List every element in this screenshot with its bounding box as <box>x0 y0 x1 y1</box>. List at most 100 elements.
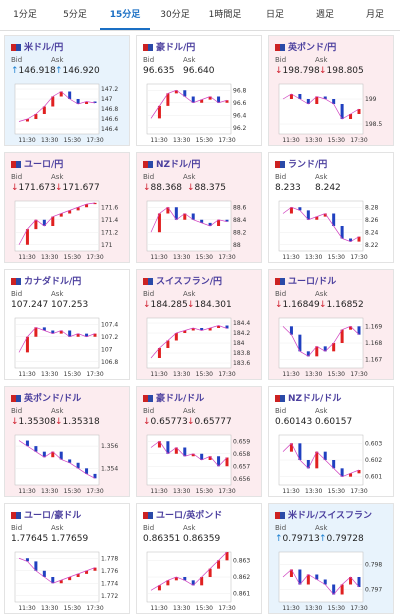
card-title: 米ドル/スイスフラン <box>275 508 372 521</box>
rate-card[interactable]: 豪ドル/ドルBidAsk0.657730.657770.6590.6580.65… <box>136 386 262 497</box>
card-title: ユーロ/ドル <box>275 274 336 287</box>
rate-card[interactable]: ユーロ/ドルBidAsk1.168491.168521.1691.1681.16… <box>268 269 394 380</box>
flag-icon <box>143 395 153 402</box>
card-title: ユーロ/円 <box>11 157 63 170</box>
candle <box>68 330 72 337</box>
candle <box>289 94 293 99</box>
mini-chart: 0.863 0.862 0.861 11:30 13:30 15:30 17:30 <box>146 551 250 612</box>
pair-name: スイスフラン/円 <box>156 277 223 287</box>
candle <box>85 101 89 104</box>
tab[interactable]: 週足 <box>315 10 334 20</box>
y-tick-label: 146.8 <box>101 106 118 113</box>
tab[interactable]: 1分足 <box>13 10 37 20</box>
ask-value: 0.65777 <box>187 417 232 427</box>
rate-card[interactable]: 英ポンド/円BidAsk198.798198.805199198.511:301… <box>268 35 394 146</box>
candle <box>59 330 63 334</box>
pair-name: ユーロ/英ポンド <box>156 511 223 521</box>
candle <box>315 451 319 469</box>
mini-chart: 88.6 88.4 88.2 88 11:30 13:30 15:30 17:30 <box>146 200 247 261</box>
candle <box>59 451 63 460</box>
tab[interactable]: 1時間足 <box>208 10 242 20</box>
x-tick-label: 11:30 <box>150 254 167 261</box>
y-tick-label: 1.167 <box>365 357 382 364</box>
candle <box>289 569 293 577</box>
x-tick-label: 11:30 <box>282 254 299 261</box>
candle <box>289 326 293 335</box>
bid-label: Bid <box>143 524 155 532</box>
bid-value: 198.798 <box>275 66 320 76</box>
candle <box>183 330 187 333</box>
rate-card[interactable]: ユーロ/英ポンド Bid Ask 0.86351 0.86359 0.863 0.862 0.… <box>136 503 262 614</box>
ask-value: 107.253 <box>51 300 89 310</box>
candle <box>225 552 229 561</box>
bid-label: Bid <box>11 524 23 532</box>
rate-card[interactable]: ランド/円 Bid Ask 8.233 8.242 8.28 8.26 8.24 8.22 11:… <box>268 152 394 263</box>
tab[interactable]: 日足 <box>265 10 284 20</box>
candle <box>191 328 195 331</box>
x-tick-label: 13:30 <box>305 488 322 495</box>
ask-label: Ask <box>51 524 64 532</box>
candle <box>340 584 344 595</box>
y-tick-label: 198.5 <box>365 121 382 128</box>
y-tick-label: 1.354 <box>101 465 118 472</box>
x-tick-label: 11:30 <box>18 371 35 378</box>
x-tick-label: 17:30 <box>86 488 103 495</box>
rate-card[interactable]: カナダドル/円 Bid Ask 107.247 107.253 107.4 107.2 107… <box>4 269 130 380</box>
flag-icon <box>11 161 21 168</box>
rate-card[interactable]: 米ドル/円BidAsk146.918146.920147.2147146.814… <box>4 35 130 146</box>
x-tick-label: 13:30 <box>305 137 322 144</box>
candle <box>25 440 29 447</box>
tab[interactable]: 月足 <box>365 10 384 20</box>
bid-label: Bid <box>275 524 287 532</box>
rate-card[interactable]: ユーロ/豪ドル Bid Ask 1.77645 1.77659 1.778 1.776 1.7… <box>4 503 130 614</box>
rate-card[interactable]: スイスフラン/円BidAsk184.285184.301184.4184.218… <box>136 269 262 380</box>
tab[interactable]: 30分足 <box>160 10 190 20</box>
ask-value: 1.16852 <box>319 300 364 310</box>
candle <box>93 567 97 571</box>
candle <box>174 333 178 341</box>
candle <box>157 441 161 448</box>
y-tick-label: 107.2 <box>101 334 118 341</box>
tab[interactable]: 15分足 <box>100 0 150 30</box>
candle <box>315 96 319 104</box>
candle <box>217 96 221 103</box>
tab-bar: 1分足 5分足 15分足 30分足 1時間足 日足 週足 月足 <box>0 0 400 31</box>
candle <box>59 213 63 217</box>
tab[interactable]: 5分足 <box>63 10 87 20</box>
candle <box>166 441 170 454</box>
pair-name: NZドル/円 <box>156 160 201 170</box>
y-tick-label: 0.862 <box>233 574 250 581</box>
pair-name: 豪ドル/円 <box>156 43 196 53</box>
candle <box>183 447 187 457</box>
candle <box>200 453 204 460</box>
flag-icon <box>275 512 285 519</box>
bid-label: Bid <box>11 407 23 415</box>
rate-card[interactable]: 豪ドル/円 Bid Ask 96.635 96.640 96.8 96.6 96.4 96.2 1… <box>136 35 262 146</box>
ask-label: Ask <box>183 173 196 181</box>
ask-label: Ask <box>315 290 328 298</box>
price-line <box>282 442 360 478</box>
ask-label: Ask <box>51 173 64 181</box>
mini-chart: 147.2 147 146.8 146.6 146.4 11:30 13:30 15:30 17… <box>14 83 118 144</box>
ask-label: Ask <box>315 407 328 415</box>
x-tick-label: 17:30 <box>350 488 367 495</box>
candle <box>208 222 212 226</box>
candle <box>157 585 161 591</box>
candle <box>68 210 72 214</box>
x-tick-label: 17:30 <box>218 254 235 261</box>
plot-area <box>146 200 232 252</box>
bid-value: 1.35308 <box>11 417 56 427</box>
plot-area <box>14 317 100 369</box>
candle <box>217 325 221 328</box>
candle <box>208 96 212 100</box>
candle <box>217 560 221 569</box>
mini-chart: 8.28 8.26 8.24 8.22 11:30 13:30 15:30 17:30 <box>278 200 379 261</box>
price-line <box>150 89 228 119</box>
flag-icon <box>143 161 153 168</box>
flag-icon <box>275 161 285 168</box>
rate-card[interactable]: NZドル/ドル Bid Ask 0.60143 0.60157 0.603 0.602 0.6… <box>268 386 394 497</box>
